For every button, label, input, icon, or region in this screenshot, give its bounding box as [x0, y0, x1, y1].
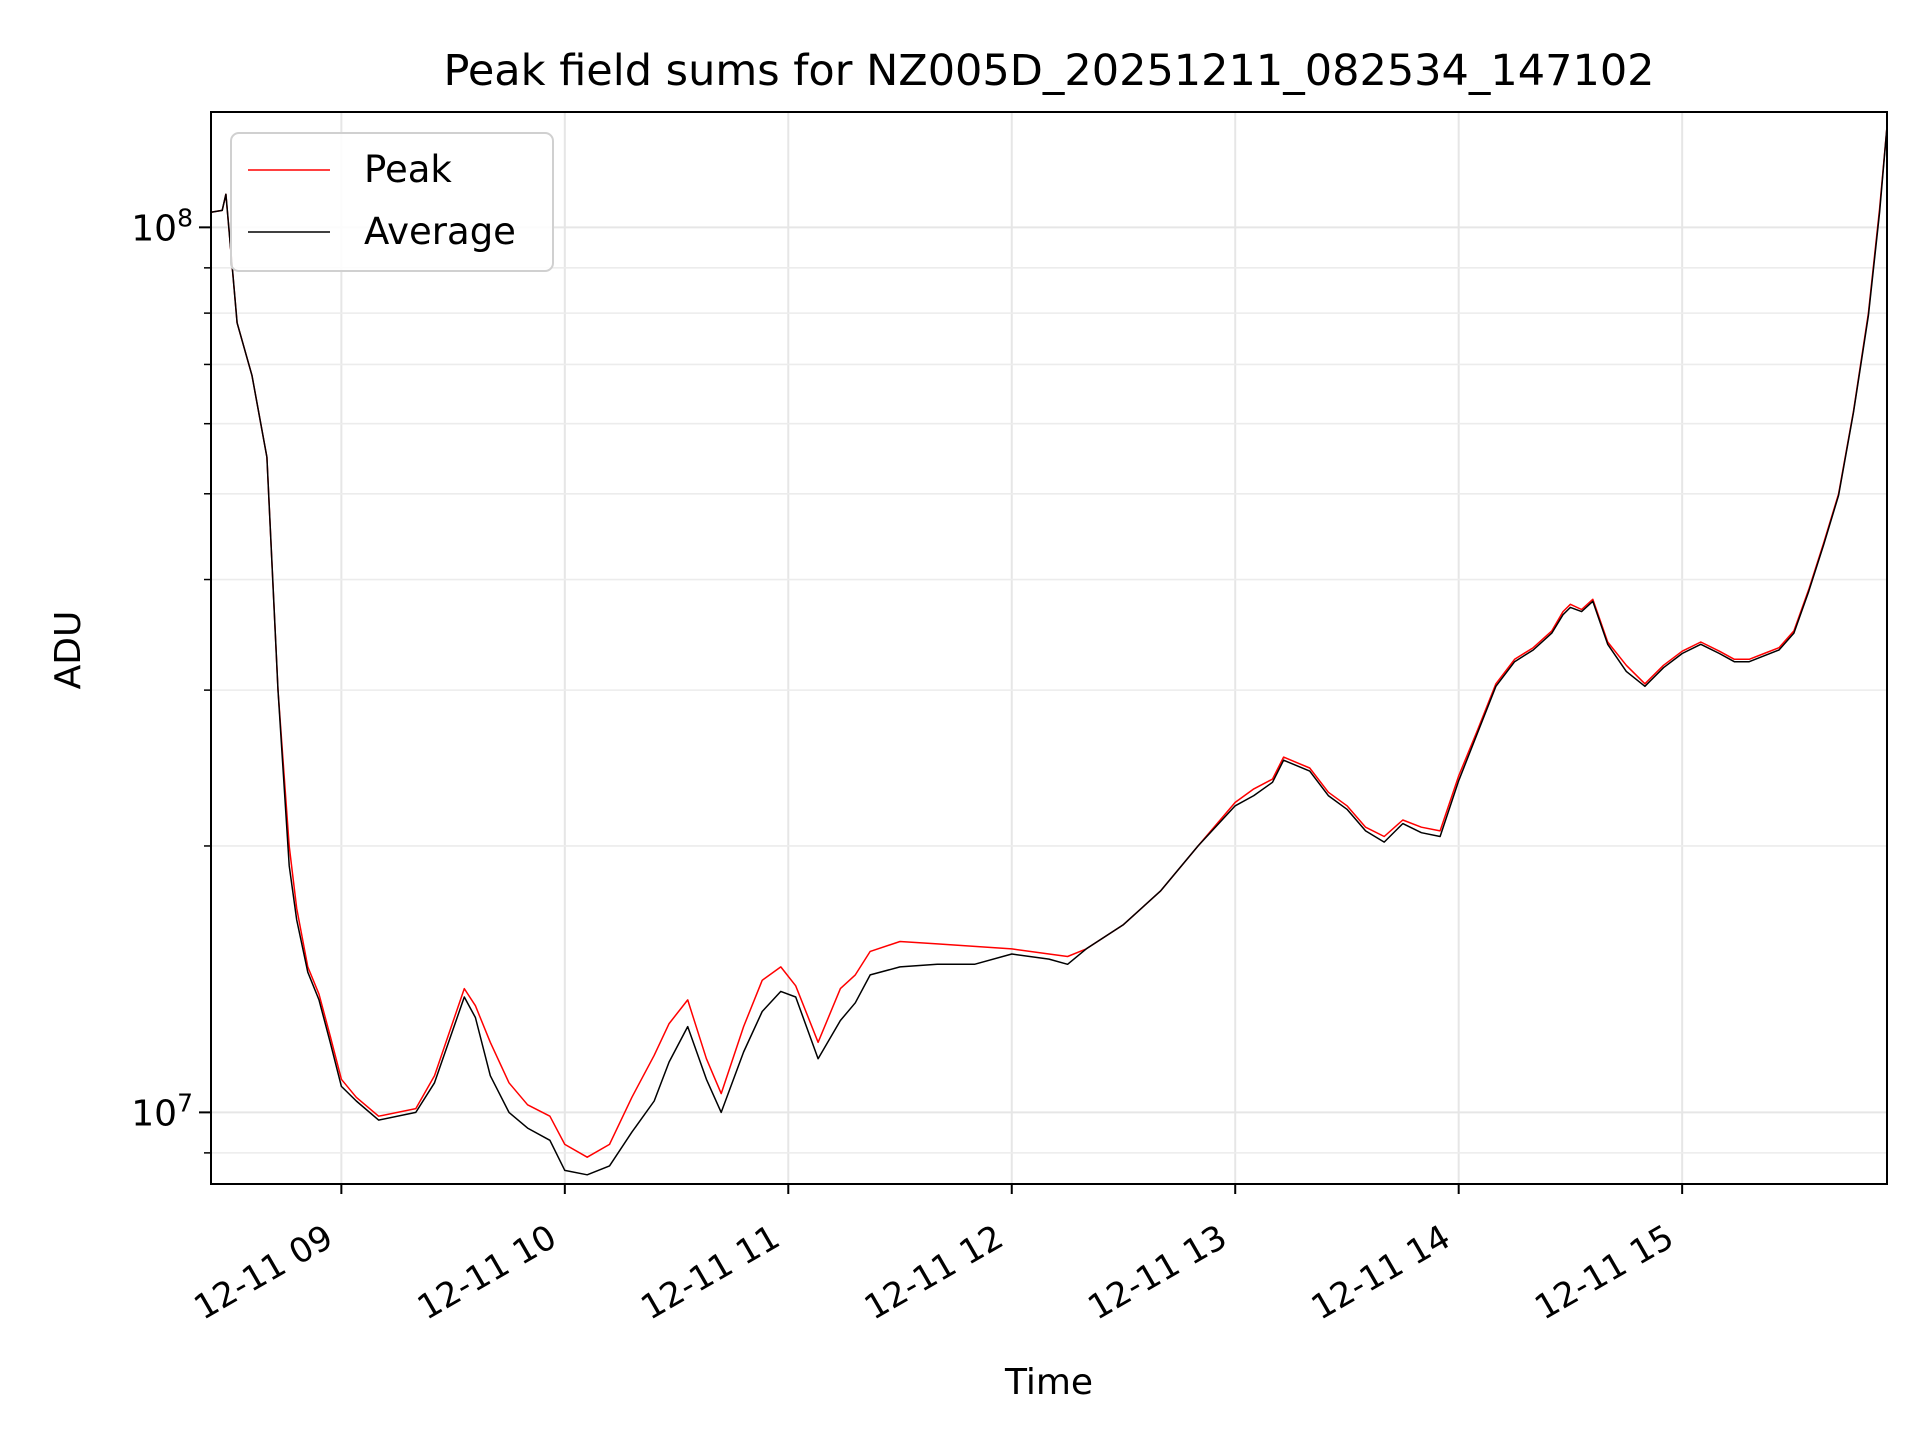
series-line-peak: [210, 126, 1888, 1158]
y-tick-label: 107: [131, 1088, 193, 1134]
series-line-average: [210, 126, 1888, 1176]
legend-peak-label: Peak: [364, 148, 452, 191]
y-tick-label: 108: [131, 203, 193, 249]
plot-area-frame: [210, 111, 1888, 1185]
legend: Peak Average: [230, 132, 554, 272]
legend-average-label: Average: [364, 210, 516, 253]
x-axis-label: Time: [1004, 1362, 1093, 1403]
series-lines: [210, 126, 1888, 1176]
chart-title: Peak field sums for NZ005D_20251211_0825…: [443, 46, 1654, 96]
y-axis-label: ADU: [48, 611, 89, 690]
legend-box: [230, 132, 554, 272]
